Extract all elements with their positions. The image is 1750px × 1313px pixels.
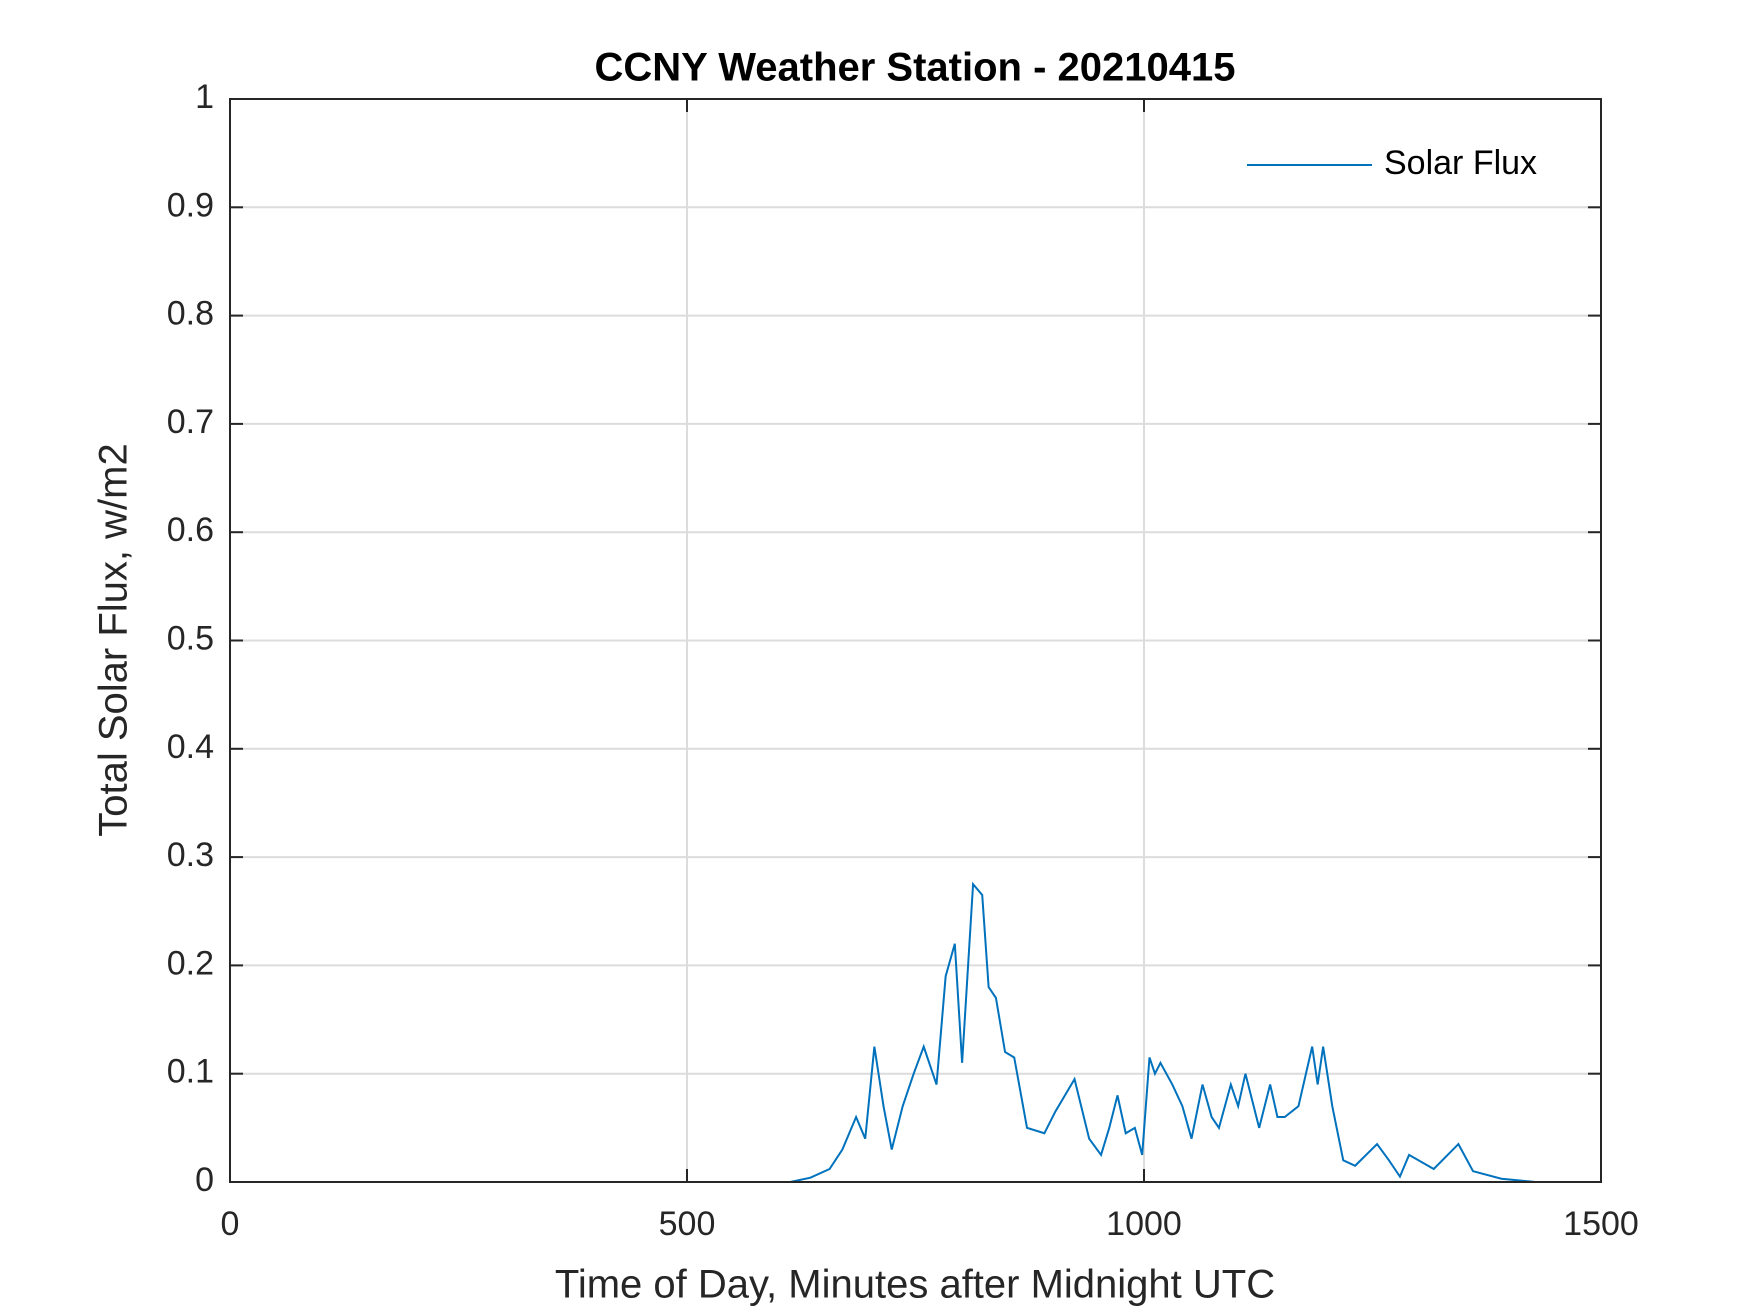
y-axis-label: Total Solar Flux, w/m2 [92, 443, 136, 836]
y-tick-label: 0.5 [167, 619, 214, 657]
x-tick-label: 0 [221, 1205, 240, 1243]
chart-title: CCNY Weather Station - 20210415 [595, 46, 1236, 90]
y-tick-label: 0.7 [167, 403, 214, 441]
y-tick-label: 0.3 [167, 836, 214, 874]
y-tick-label: 0.6 [167, 511, 214, 549]
y-tick-label: 1 [195, 78, 214, 116]
data-line [230, 881, 1547, 1183]
x-tick-label: 1500 [1563, 1205, 1639, 1243]
x-axis-label: Time of Day, Minutes after Midnight UTC [555, 1263, 1275, 1307]
x-tick-label: 500 [659, 1205, 716, 1243]
y-tick-label: 0.2 [167, 944, 214, 982]
plot-frame [229, 98, 1602, 1183]
y-tick-label: 0 [195, 1161, 214, 1199]
y-tick-label: 0.8 [167, 295, 214, 333]
legend-label: Solar Flux [1384, 144, 1537, 182]
x-tick-label: 1000 [1106, 1205, 1182, 1243]
y-tick-label: 0.9 [167, 186, 214, 224]
y-tick-label: 0.4 [167, 728, 214, 766]
y-tick-label: 0.1 [167, 1053, 214, 1091]
